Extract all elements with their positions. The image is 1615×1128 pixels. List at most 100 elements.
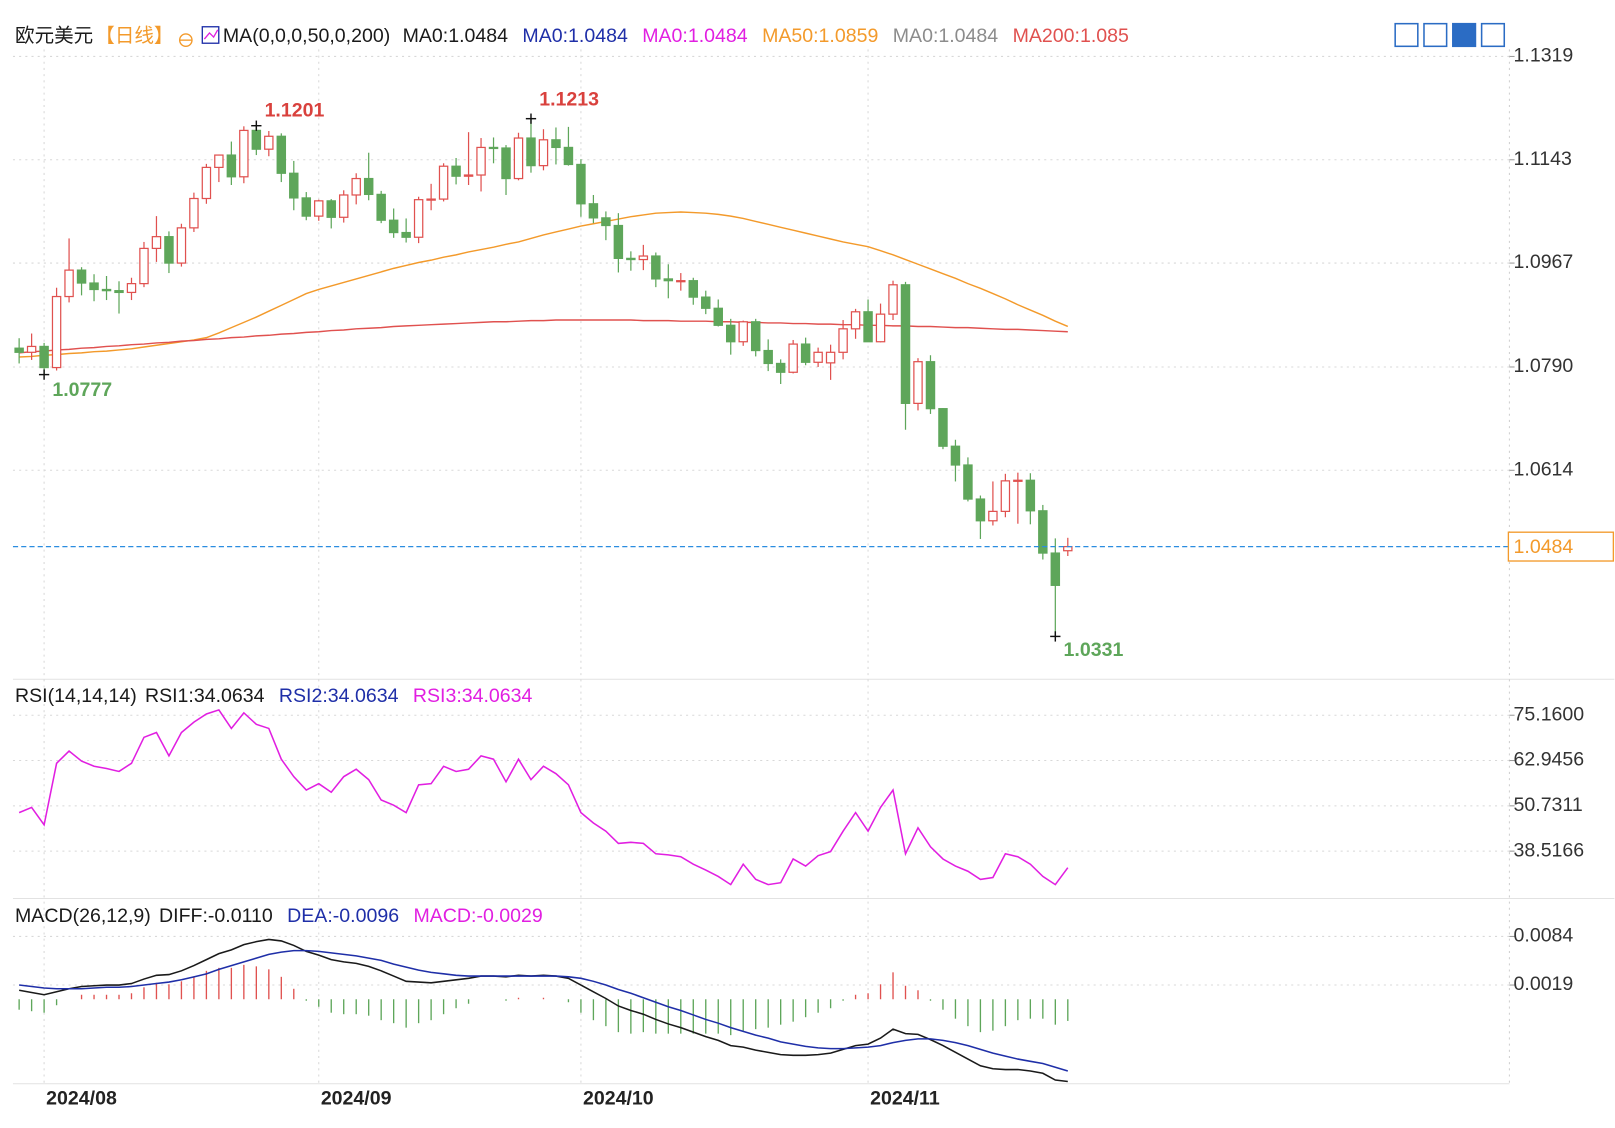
candle-body (14, 347, 24, 353)
legend-label: MA0:1.0484 (522, 25, 628, 47)
last-price-box (1507, 531, 1615, 562)
indicator-label: MA(0,0,0,50,0,200) (223, 25, 390, 47)
candle-body (1050, 552, 1061, 586)
candle-body (388, 219, 399, 234)
candle-body (164, 236, 174, 264)
candle-body (513, 137, 524, 180)
legend-label: RSI1:34.0634 (145, 685, 265, 707)
candle-body (301, 197, 312, 217)
candle-body (376, 193, 386, 221)
chart-title: 欧元美元 (15, 25, 93, 47)
tool-button[interactable] (1480, 22, 1506, 48)
legend-label: MA0:1.0484 (893, 25, 999, 47)
macd-line (19, 949, 1069, 1072)
candle-body (825, 351, 836, 364)
candle-body (426, 198, 436, 201)
candle-body (800, 343, 811, 363)
candle-body (688, 280, 699, 298)
y-tick-label: 50.7311 (1514, 794, 1583, 816)
icon (203, 29, 219, 40)
candle-body (326, 200, 336, 218)
candle-body (276, 135, 287, 174)
tool-button[interactable] (1423, 22, 1448, 48)
candle-body (925, 361, 936, 410)
candle-body (613, 224, 624, 259)
candle-body (888, 284, 898, 315)
candle-body (363, 177, 374, 196)
candle-body (314, 200, 324, 217)
rsi-line (18, 708, 1069, 886)
candle-body (51, 295, 62, 369)
extreme-label: 1.0777 (52, 379, 112, 401)
extreme-label: 1.1201 (265, 99, 325, 121)
candle-body (151, 236, 162, 250)
candle-body (676, 280, 686, 283)
candle-body (201, 166, 212, 200)
candle-body (189, 197, 199, 229)
candle-body (126, 283, 137, 294)
y-tick-label: 0.0084 (1514, 925, 1574, 947)
candle-body (913, 361, 923, 404)
x-tick-label: 2024/10 (583, 1087, 654, 1109)
candle-body (114, 290, 124, 294)
icon (201, 26, 220, 44)
candle-body (838, 328, 848, 353)
ma-line (19, 319, 1068, 354)
candle-body (1038, 510, 1048, 554)
y-tick-label: 1.1319 (1514, 45, 1574, 67)
toolbar (1394, 22, 1506, 48)
legend-label: DIFF:-0.0110 (159, 905, 273, 927)
candle-body (1025, 479, 1036, 512)
candle-body (638, 255, 649, 261)
tool-button[interactable] (1394, 22, 1419, 48)
candle-body (963, 464, 973, 500)
legend-label: MA0:1.0484 (403, 25, 509, 47)
candle-body (875, 313, 886, 343)
candle-body (651, 255, 661, 280)
legend-label: MA200:1.085 (1013, 25, 1129, 47)
candle-body (588, 203, 599, 219)
candle-body (463, 174, 474, 177)
candle-body (1013, 479, 1023, 482)
candle-body (713, 307, 723, 326)
candle-body (788, 343, 798, 373)
candle-body (938, 408, 948, 447)
candle-body (264, 135, 274, 150)
legend-label: MACD:-0.0029 (413, 905, 542, 927)
x-tick-label: 2024/11 (870, 1087, 940, 1109)
y-tick-label: 38.5166 (1514, 839, 1585, 861)
candle-body (101, 288, 112, 292)
candle-body (413, 199, 424, 238)
candle-body (950, 445, 961, 466)
legend-label: MA50:1.0859 (762, 25, 878, 47)
candle-body (626, 257, 636, 261)
y-tick-label: 1.0790 (1514, 355, 1574, 377)
candle-body (251, 129, 262, 150)
candle-body (139, 247, 149, 285)
candle-body (725, 324, 736, 343)
candle-body (763, 349, 773, 365)
candle-body (214, 154, 224, 169)
legend-label: DEA:-0.0096 (287, 905, 399, 927)
y-tick-label: 1.0967 (1514, 251, 1574, 273)
legend-label: MA0:1.0484 (642, 25, 748, 47)
candle-body (863, 311, 873, 343)
candle-body (239, 129, 249, 178)
candle-body (176, 227, 187, 264)
legend-label: RSI2:34.0634 (279, 685, 399, 707)
panel-title: RSI(14,14,14) (15, 685, 137, 707)
candle-body (451, 165, 461, 177)
candle-body (338, 194, 349, 218)
candle-body (975, 498, 986, 522)
candle-body (813, 351, 823, 363)
candle-body (476, 146, 486, 176)
legend-label: RSI3:34.0634 (413, 685, 533, 707)
candle-body (601, 217, 611, 227)
candle-body (351, 177, 361, 196)
tool-button[interactable] (1452, 22, 1477, 48)
candle-body (988, 510, 998, 522)
candle-body (775, 362, 786, 373)
panel-title: MACD(26,12,9) (15, 905, 151, 927)
candle-body (488, 146, 499, 150)
